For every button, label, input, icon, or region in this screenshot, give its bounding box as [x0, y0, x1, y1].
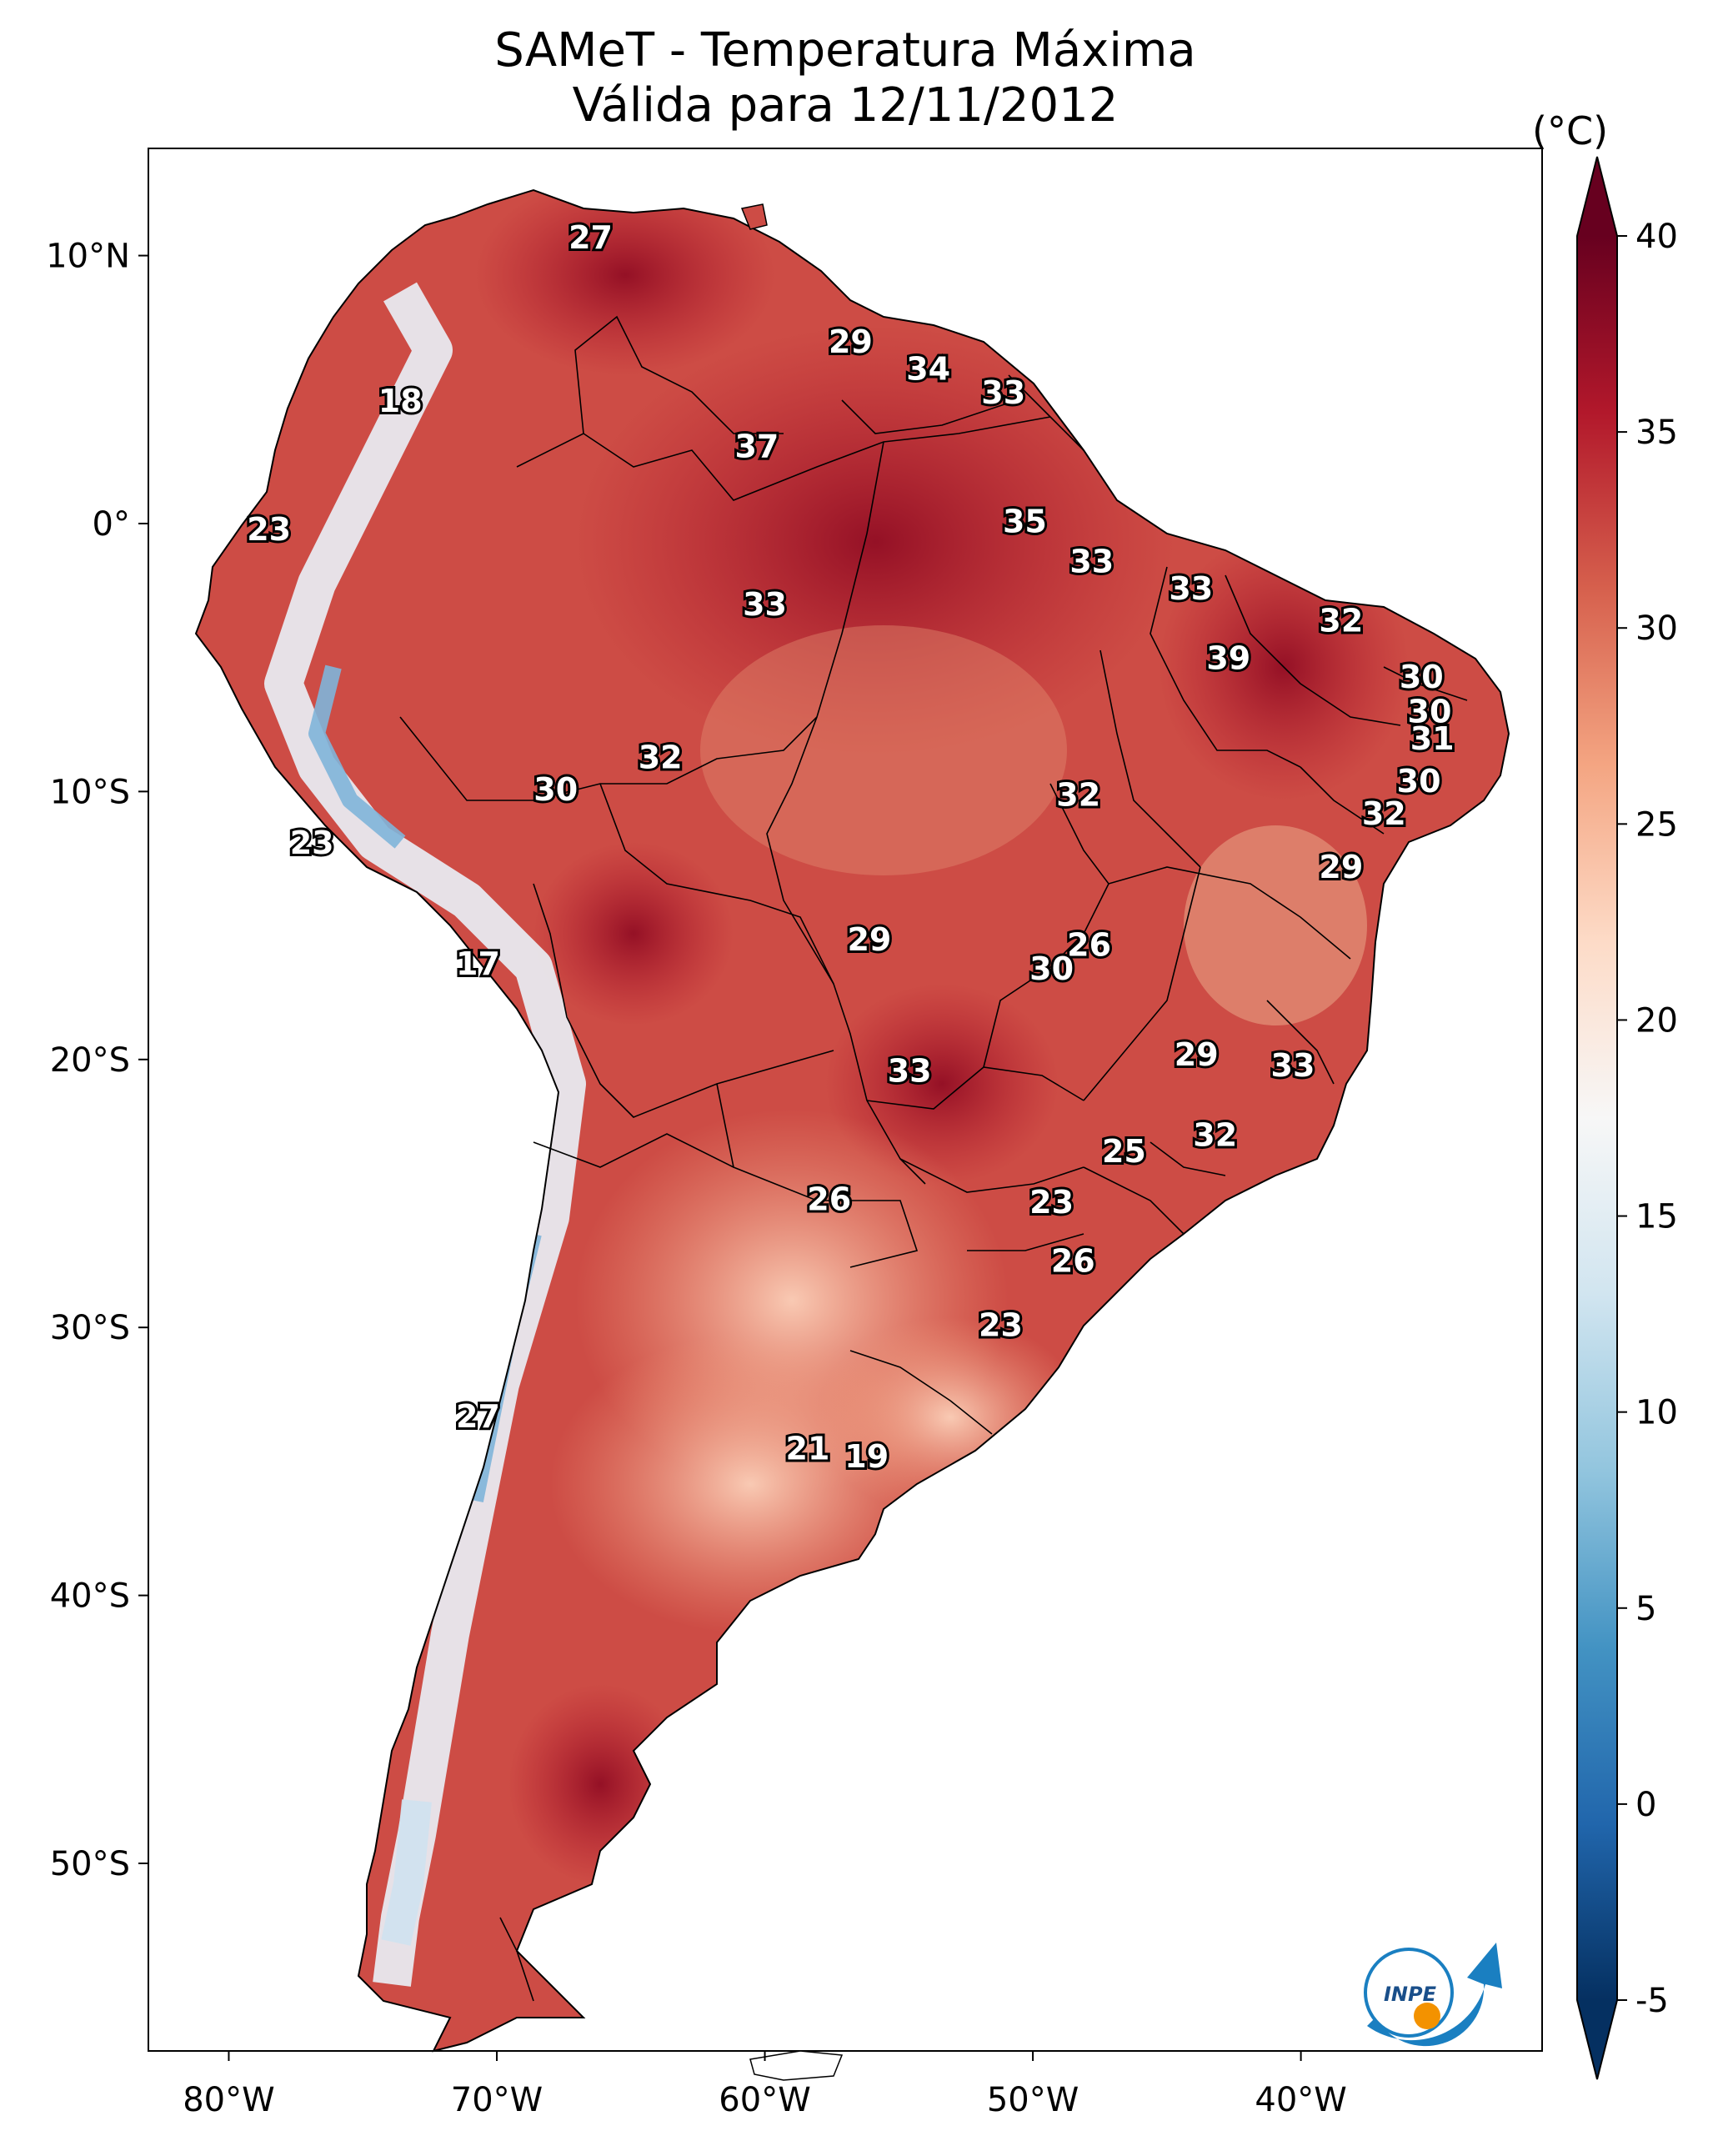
- inpe-logo: INPE: [1364, 1943, 1502, 2047]
- station-value: 21: [786, 1431, 830, 1467]
- lon-tick-label: 60°W: [719, 2081, 810, 2119]
- station-value: 30: [1408, 694, 1452, 730]
- patagonia-ice-field: [381, 1799, 432, 1946]
- station-value: 32: [639, 739, 683, 775]
- colorbar-tick-label: 40: [1635, 218, 1678, 256]
- station-value: 32: [1362, 795, 1406, 832]
- station-value: 33: [981, 374, 1025, 411]
- station-value: 29: [1175, 1036, 1219, 1073]
- station-value: 31: [1410, 720, 1455, 757]
- lat-tick-label: 10°N: [46, 238, 130, 276]
- station-value: 29: [829, 323, 873, 360]
- station-value: 26: [807, 1181, 851, 1218]
- warm-zone-cerrado: [700, 625, 1067, 875]
- mild-zone-pampa: [550, 1334, 950, 1634]
- colorbar-tick-label: 5: [1635, 1590, 1656, 1628]
- lon-tick-label: 50°W: [987, 2081, 1079, 2119]
- colorbar-tick-label: 0: [1635, 1786, 1656, 1824]
- colorbar: 40 35 30 25 20 15 10 5 0 -5: [1576, 156, 1678, 2080]
- station-value: 19: [844, 1438, 889, 1475]
- station-value: 29: [1319, 849, 1363, 885]
- station-value: 33: [1069, 544, 1114, 580]
- station-value: 29: [847, 921, 891, 958]
- lat-tick-label: 0°: [93, 505, 130, 544]
- mild-zone-bahia: [1184, 825, 1367, 1025]
- logo-text: INPE: [1384, 1983, 1437, 2006]
- station-value: 30: [1397, 763, 1441, 800]
- lat-tick-label: 20°S: [50, 1041, 130, 1080]
- station-value: 27: [568, 219, 613, 256]
- logo-ring: [1364, 1948, 1454, 2038]
- colorbar-min-extension: [1577, 2000, 1617, 2079]
- station-value: 23: [247, 511, 291, 548]
- station-value: 33: [888, 1052, 932, 1089]
- lon-ticks: 80°W 70°W 60°W 50°W 40°W: [183, 2051, 1347, 2119]
- station-value: 23: [979, 1307, 1023, 1344]
- station-value: 25: [1102, 1133, 1146, 1170]
- station-value: 30: [533, 771, 578, 808]
- lat-tick-label: 30°S: [50, 1309, 130, 1347]
- island-falklands: [749, 2050, 844, 2081]
- station-value: 26: [1051, 1243, 1095, 1280]
- station-value: 30: [1400, 659, 1444, 695]
- station-value: 34: [906, 350, 950, 387]
- colorbar-tick-label: -5: [1635, 1982, 1669, 2020]
- lat-ticks: 10°N 0° 10°S 20°S 30°S 40°S 50°S: [46, 238, 148, 1883]
- station-value: 26: [1067, 926, 1111, 963]
- colorbar-unit-label: (°C): [1532, 108, 1609, 153]
- colorbar-tick-label: 25: [1635, 805, 1678, 844]
- station-value: 23: [1029, 1184, 1074, 1221]
- island-trinidad: [740, 203, 768, 230]
- lat-tick-label: 40°S: [50, 1577, 130, 1616]
- station-value: 17: [456, 945, 500, 982]
- colorbar-tick-label: 30: [1635, 609, 1678, 648]
- station-value: 33: [1169, 570, 1213, 607]
- station-value: 27: [456, 1398, 500, 1435]
- title-line-1: SAMeT - Temperatura Máxima: [494, 23, 1196, 78]
- station-value: 23: [290, 825, 334, 861]
- colorbar-tick-label: 35: [1635, 414, 1678, 452]
- logo-arrow-arc: [1367, 1943, 1502, 2047]
- station-value: 32: [1319, 602, 1363, 639]
- station-value: 30: [1029, 950, 1074, 987]
- colorbar-max-extension: [1577, 157, 1617, 236]
- title-line-2: Válida para 12/11/2012: [572, 78, 1119, 133]
- lon-tick-label: 70°W: [451, 2081, 543, 2119]
- country-borders: [399, 315, 1468, 2002]
- lon-tick-label: 80°W: [183, 2081, 274, 2119]
- colorbar-tick-label: 10: [1635, 1394, 1678, 1432]
- hot-zone-venezuela: [475, 190, 775, 375]
- hot-zone-amazon: [575, 325, 1175, 759]
- lon-tick-label: 40°W: [1255, 2081, 1346, 2119]
- station-value: 32: [1193, 1116, 1237, 1153]
- lat-tick-label: 50°S: [50, 1845, 130, 1883]
- station-value: 37: [734, 428, 779, 464]
- station-value: 39: [1206, 639, 1250, 676]
- station-value: 35: [1003, 503, 1047, 539]
- station-value-labels: 27 29 34 33 18 37 23 35 33 33 33 32 39 3…: [244, 217, 1456, 1477]
- chart-title: SAMeT - Temperatura Máxima Válida para 1…: [148, 23, 1542, 133]
- hot-zone-bolivia: [533, 842, 734, 1025]
- colorbar-body: [1577, 236, 1617, 2000]
- station-value: 18: [378, 383, 423, 419]
- andes-cool-strip: [264, 282, 586, 1987]
- station-value: 33: [1271, 1047, 1315, 1084]
- colorbar-tick-label: 20: [1635, 1001, 1678, 1040]
- colorbar-tick-label: 15: [1635, 1198, 1678, 1236]
- logo-orange-dot: [1414, 2003, 1440, 2029]
- station-value: 33: [743, 586, 787, 623]
- station-value: 32: [1056, 776, 1100, 813]
- lat-tick-label: 10°S: [50, 773, 130, 811]
